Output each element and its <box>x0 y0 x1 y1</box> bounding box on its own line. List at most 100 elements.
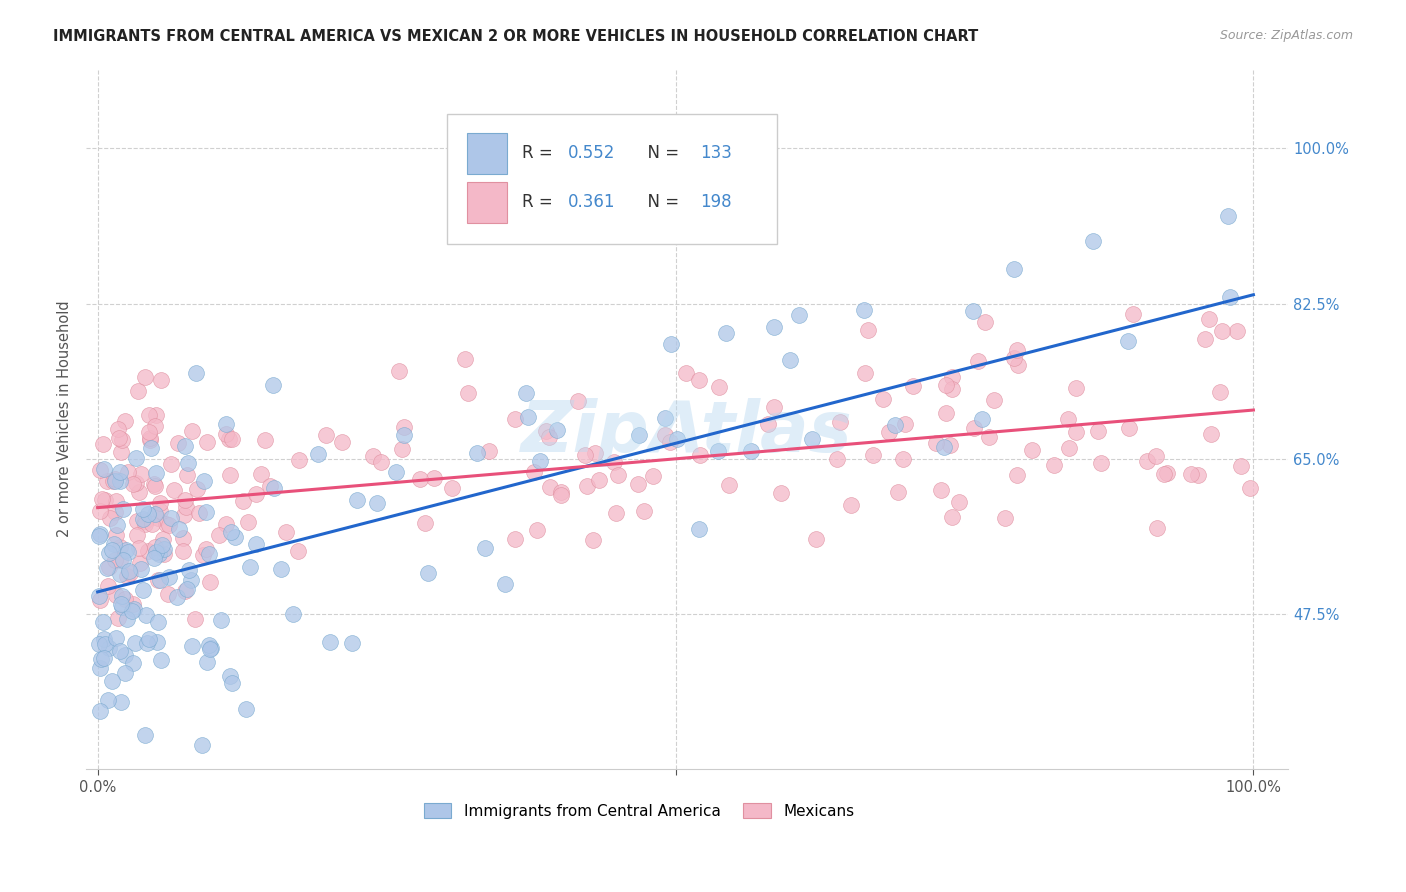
FancyBboxPatch shape <box>447 114 778 244</box>
Point <box>184 612 207 626</box>
Bar <box>467 133 506 174</box>
Point <box>948 495 970 509</box>
Point <box>877 425 900 439</box>
Point <box>770 485 793 500</box>
Point <box>112 501 135 516</box>
Point <box>136 636 159 650</box>
Point <box>104 527 127 541</box>
Text: 133: 133 <box>700 145 733 162</box>
Point <box>166 590 188 604</box>
Point <box>108 540 131 554</box>
Point <box>107 611 129 625</box>
Point <box>841 498 863 512</box>
Text: R =: R = <box>523 194 558 211</box>
Point <box>98 546 121 560</box>
Point <box>143 550 166 565</box>
Point <box>219 468 242 483</box>
Point <box>139 441 162 455</box>
Point <box>103 474 125 488</box>
Point <box>391 442 413 456</box>
Point <box>215 427 238 442</box>
Point <box>287 453 309 467</box>
Point <box>582 533 605 548</box>
Point <box>370 455 392 469</box>
Point <box>1218 209 1240 223</box>
Point <box>962 304 984 318</box>
Point <box>124 636 146 650</box>
Point <box>215 417 238 431</box>
Point <box>100 673 122 688</box>
Point <box>209 613 232 627</box>
Point <box>567 394 589 409</box>
Point <box>392 420 415 434</box>
Point <box>150 537 173 551</box>
Point <box>93 632 115 646</box>
Point <box>108 431 131 445</box>
Point <box>167 522 190 536</box>
Point <box>494 577 516 591</box>
Point <box>224 530 246 544</box>
Point <box>90 491 112 506</box>
Point <box>208 528 231 542</box>
Point <box>827 451 849 466</box>
Point <box>852 302 875 317</box>
Point <box>762 319 785 334</box>
Point <box>887 484 910 499</box>
Point <box>550 488 572 502</box>
Point <box>1118 421 1140 435</box>
Point <box>806 533 828 547</box>
Point <box>143 540 166 554</box>
Point <box>903 379 925 393</box>
Point <box>195 655 218 669</box>
Point <box>138 425 160 440</box>
Point <box>688 522 710 536</box>
Point <box>1057 441 1080 455</box>
Point <box>384 466 406 480</box>
Point <box>934 440 956 454</box>
Point <box>361 449 384 463</box>
Point <box>253 434 276 448</box>
Point <box>98 510 121 524</box>
Point <box>163 483 186 497</box>
Point <box>515 386 537 401</box>
Point <box>221 524 243 539</box>
Point <box>503 532 526 546</box>
Point <box>94 637 117 651</box>
Point <box>1198 311 1220 326</box>
Point <box>122 657 145 671</box>
Point <box>149 373 172 387</box>
Point <box>1239 481 1261 495</box>
Point <box>970 411 993 425</box>
Point <box>1021 443 1043 458</box>
Point <box>143 479 166 493</box>
Point <box>756 417 779 431</box>
Point <box>173 583 195 598</box>
Point <box>935 378 957 392</box>
Point <box>145 635 167 649</box>
Point <box>87 589 110 603</box>
Point <box>117 466 139 480</box>
Point <box>1199 426 1222 441</box>
Point <box>93 651 115 665</box>
Point <box>96 475 118 489</box>
Point <box>128 541 150 555</box>
Point <box>517 410 540 425</box>
Point <box>1007 343 1029 357</box>
Point <box>149 496 172 510</box>
Point <box>138 408 160 422</box>
Point <box>689 449 711 463</box>
Point <box>423 471 446 485</box>
Point <box>167 436 190 450</box>
Point <box>1211 324 1233 338</box>
Point <box>221 675 243 690</box>
Point <box>110 567 132 582</box>
Point <box>262 378 284 392</box>
Point <box>973 315 995 329</box>
Point <box>1180 467 1202 481</box>
Point <box>929 483 952 497</box>
Point <box>606 468 628 483</box>
Point <box>941 369 963 384</box>
Point <box>139 431 162 445</box>
Text: IMMIGRANTS FROM CENTRAL AMERICA VS MEXICAN 2 OR MORE VEHICLES IN HOUSEHOLD CORRE: IMMIGRANTS FROM CENTRAL AMERICA VS MEXIC… <box>53 29 979 44</box>
Point <box>111 433 134 447</box>
